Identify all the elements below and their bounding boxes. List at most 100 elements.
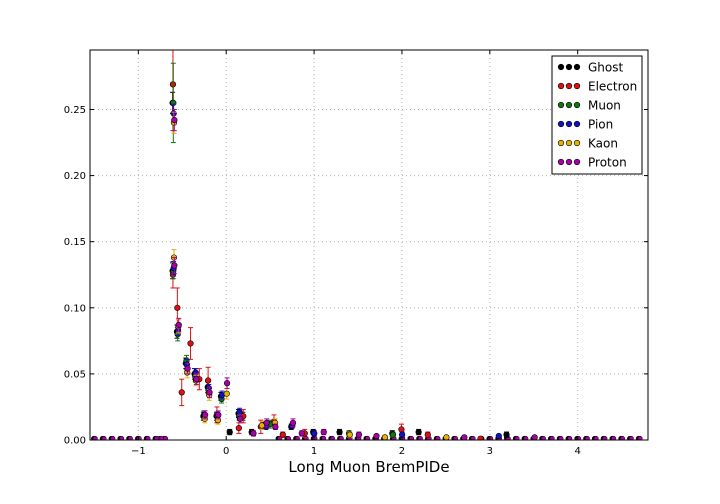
y-tick-label: 0.05 xyxy=(64,369,86,380)
data-point xyxy=(373,432,380,440)
y-tick-label: 0.20 xyxy=(64,171,86,182)
legend-marker xyxy=(565,139,573,147)
data-point xyxy=(223,380,231,387)
x-tick-label: 4 xyxy=(575,446,581,457)
data-point xyxy=(298,430,305,437)
legend-marker xyxy=(573,82,581,90)
data-point xyxy=(187,340,194,347)
data-point xyxy=(223,390,230,397)
legend-marker xyxy=(565,82,573,90)
y-tick-label: 0.00 xyxy=(64,436,86,447)
data-point xyxy=(381,434,389,440)
legend-marker xyxy=(573,101,581,109)
x-axis-label: Long Muon BremPIDe xyxy=(288,458,449,476)
data-point xyxy=(398,426,405,433)
axis-ticks: −1 0 1 2 3 4 0.00 0.05 0.10 0.15 0.20 0.25 xyxy=(64,50,648,457)
x-tick-label: 0 xyxy=(223,446,229,457)
baseline-point xyxy=(101,435,107,440)
data-point xyxy=(495,432,502,440)
baseline-point xyxy=(286,435,292,440)
baseline-point xyxy=(127,435,133,440)
data-point xyxy=(235,425,242,432)
baseline-point xyxy=(523,435,529,440)
data-point xyxy=(202,411,209,418)
data-point xyxy=(205,377,212,384)
data-point xyxy=(320,428,327,436)
data-point xyxy=(178,389,185,396)
data-point xyxy=(250,430,257,437)
baseline-point xyxy=(584,435,590,440)
x-tick-label: −1 xyxy=(131,446,146,457)
data-point xyxy=(531,434,538,440)
baseline-point xyxy=(409,435,415,440)
baseline-point xyxy=(321,435,327,440)
legend-label: Electron xyxy=(588,80,637,94)
data-point xyxy=(272,423,279,430)
legend-marker xyxy=(573,139,581,147)
x-tick-label: 3 xyxy=(487,446,493,457)
baseline-point xyxy=(110,435,116,440)
data-point xyxy=(503,431,510,438)
legend-marker xyxy=(557,139,565,147)
legend-label: Pion xyxy=(588,118,613,132)
data-point xyxy=(174,304,181,311)
baseline-point xyxy=(628,435,634,440)
baseline-point xyxy=(540,435,546,440)
data-point xyxy=(171,116,178,124)
legend-marker xyxy=(557,82,565,90)
baseline-point xyxy=(330,435,335,440)
legend-label: Muon xyxy=(588,99,621,113)
legend-marker xyxy=(565,120,573,128)
y-tick-label: 0.10 xyxy=(64,303,86,314)
legend-marker xyxy=(557,120,565,128)
legend-marker xyxy=(573,63,581,71)
baseline-point xyxy=(453,435,459,440)
y-tick-label: 0.25 xyxy=(64,105,86,116)
legend-label: Ghost xyxy=(588,61,623,75)
data-point xyxy=(206,389,213,396)
baseline-point xyxy=(92,435,98,440)
baseline-point xyxy=(620,435,625,440)
baseline-point xyxy=(514,435,520,440)
baseline-point xyxy=(145,435,151,440)
data-point xyxy=(289,419,297,426)
x-tick-label: 1 xyxy=(311,446,317,457)
legend-label: Kaon xyxy=(588,137,618,151)
x-tick-label: 2 xyxy=(399,446,405,457)
axes-frame xyxy=(89,49,649,441)
data-point xyxy=(279,431,286,438)
legend-marker xyxy=(557,158,565,166)
data-point xyxy=(192,369,199,376)
data-point xyxy=(175,321,182,329)
data-point xyxy=(355,431,362,438)
baseline-point xyxy=(558,435,564,440)
gridlines xyxy=(90,50,648,441)
data-point xyxy=(346,431,353,438)
baseline-point xyxy=(611,435,617,440)
baseline-point xyxy=(567,435,573,440)
legend-marker xyxy=(565,101,573,109)
data-point xyxy=(171,262,178,269)
data-point xyxy=(311,430,318,437)
legend-marker xyxy=(565,158,573,166)
data-point xyxy=(477,435,484,440)
baseline-point xyxy=(294,435,300,440)
baseline-point xyxy=(119,435,125,440)
legend-marker xyxy=(557,63,565,71)
y-tick-label: 0.15 xyxy=(64,237,86,248)
data-point xyxy=(424,431,431,438)
data-point xyxy=(258,422,265,429)
legend-box xyxy=(551,55,643,175)
legend-marker xyxy=(557,101,565,109)
baseline-point xyxy=(549,435,555,440)
data-point xyxy=(263,419,270,426)
legend-marker xyxy=(573,158,581,166)
baseline-point xyxy=(417,435,423,440)
data-point xyxy=(226,428,233,436)
data-point xyxy=(443,434,450,440)
baseline-point xyxy=(602,435,608,440)
data-point xyxy=(389,431,397,438)
data-point xyxy=(336,428,343,436)
data-point xyxy=(193,376,200,383)
